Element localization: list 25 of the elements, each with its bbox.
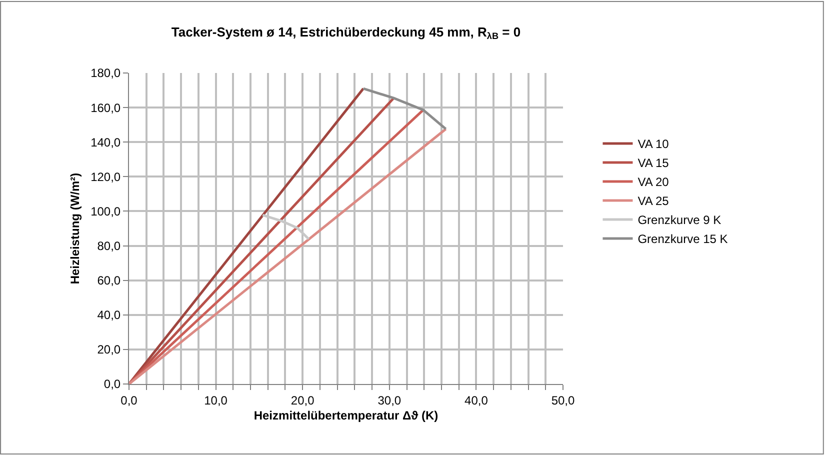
y-tick-label: 140,0 [90,135,121,150]
y-tick-label: 80,0 [97,238,121,253]
x-tick-label: 0,0 [120,393,138,408]
legend-label: VA 10 [638,137,670,152]
y-tick-label: 60,0 [97,274,121,288]
x-axis-title: Heizmittelübertemperatur Δϑ (K) [254,408,438,422]
y-tick-label: 160,0 [90,100,121,115]
legend-label: VA 15 [638,156,670,170]
y-tick-label: 180,0 [90,66,121,80]
chart-title: Tacker-System ø 14, Estrichüberdeckung 45 mm, R$_{λB}$ = 0 [171,24,521,42]
legend-label: VA 20 [638,175,670,190]
y-tick-label: 40,0 [97,308,121,322]
x-tick-label: 20,0 [290,393,315,408]
legend-label: Grenzkurve 9 K [638,213,722,228]
x-tick-label: 30,0 [378,393,402,408]
y-tick-label: 100,0 [90,204,121,218]
y-tick-label: 0,0 [104,377,121,392]
x-tick-label: 40,0 [464,393,488,408]
x-tick-label: 50,0 [551,393,575,408]
x-tick-label: 10,0 [204,393,228,408]
y-tick-label: 20,0 [97,342,121,357]
legend-label: VA 25 [638,194,670,208]
legend-label: Grenzkurve 15 K [638,232,728,246]
y-tick-label: 120,0 [90,170,121,184]
y-axis-title: Heizleistung (W/m²) [68,172,82,284]
